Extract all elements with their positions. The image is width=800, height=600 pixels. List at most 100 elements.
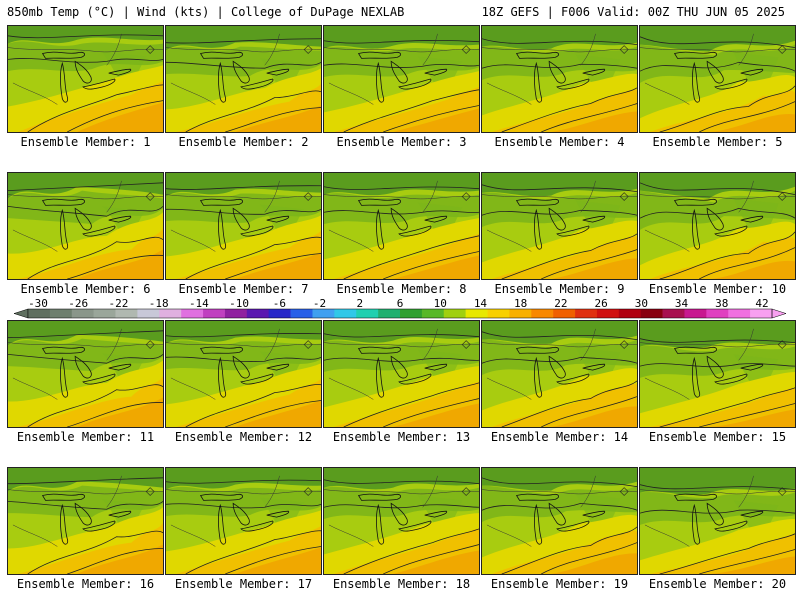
ensemble-member-label: Ensemble Member: 12: [174, 430, 313, 444]
ensemble-member-label: Ensemble Member: 14: [490, 430, 629, 444]
ensemble-member-label: Ensemble Member: 13: [332, 430, 471, 444]
ensemble-member-label: Ensemble Member: 5: [652, 135, 783, 149]
colorbar-segment: [509, 309, 532, 318]
map-field: [482, 173, 637, 279]
header-left-title: 850mb Temp (°C) | Wind (kts) | College o…: [7, 5, 405, 19]
colorbar-segment: [662, 309, 685, 318]
map-field: [324, 321, 479, 427]
colorbar-segment: [49, 309, 73, 318]
ensemble-map-panel: [7, 172, 164, 280]
ensemble-member-label: Ensemble Member: 17: [174, 577, 313, 591]
map-field: [166, 26, 321, 132]
colorbar-tick-label: 18: [514, 297, 527, 310]
colorbar-segment: [115, 309, 138, 318]
ensemble-map-panel: [639, 467, 796, 575]
map-field: [482, 468, 637, 574]
colorbar-tick-label: 14: [474, 297, 488, 310]
ensemble-member-label: Ensemble Member: 19: [490, 577, 629, 591]
map-field: [166, 321, 321, 427]
colorbar-tick-label: 34: [675, 297, 689, 310]
map-field: [640, 321, 795, 427]
colorbar-segment: [443, 309, 466, 318]
colorbar-tick-label: -22: [109, 297, 129, 310]
map-field: [482, 26, 637, 132]
map-field: [324, 468, 479, 574]
temperature-colorbar: -30 -26 -22 -18 -14 -10 -6 -2 2 6 10 14 18 22 26 30 34 38…: [13, 297, 787, 319]
map-field: [8, 173, 163, 279]
colorbar-segment: [378, 309, 401, 318]
map-field: [166, 468, 321, 574]
ensemble-member-label: Ensemble Member: 11: [16, 430, 155, 444]
colorbar-tick-label: 42: [755, 297, 768, 310]
colorbar-segment: [400, 309, 423, 318]
ensemble-map-panel: [323, 320, 480, 428]
colorbar-tick-label: -6: [273, 297, 286, 310]
colorbar-segment: [28, 309, 51, 318]
colorbar-tick-label: 2: [356, 297, 363, 310]
colorbar-segment: [224, 309, 248, 318]
colorbar-segment: [334, 309, 357, 318]
ensemble-map-panel: [323, 467, 480, 575]
colorbar-segment: [465, 309, 488, 318]
ensemble-map-panel: [165, 25, 322, 133]
ensemble-member-label: Ensemble Member: 20: [648, 577, 787, 591]
ensemble-map-panel: [165, 467, 322, 575]
colorbar-tick-label: 30: [635, 297, 648, 310]
ensemble-map-panel: [481, 320, 638, 428]
colorbar-segment: [290, 309, 313, 318]
colorbar-segment: [421, 309, 445, 318]
ensemble-map-panel: [323, 25, 480, 133]
colorbar-tick-label: 6: [397, 297, 404, 310]
ensemble-map-panel: [481, 172, 638, 280]
ensemble-member-label: Ensemble Member: 6: [20, 282, 151, 296]
ensemble-map-panel: [165, 320, 322, 428]
map-field: [482, 321, 637, 427]
colorbar-segment: [246, 309, 270, 318]
map-field: [640, 26, 795, 132]
ensemble-map-panel: [639, 172, 796, 280]
map-field: [640, 468, 795, 574]
colorbar-tick-label: -18: [149, 297, 169, 310]
colorbar-tick-label: 22: [554, 297, 567, 310]
map-field: [8, 26, 163, 132]
ensemble-member-label: Ensemble Member: 4: [494, 135, 625, 149]
colorbar-tick-label: 26: [594, 297, 607, 310]
colorbar-tick-label: -26: [68, 297, 88, 310]
colorbar-segment: [706, 309, 729, 318]
colorbar-segment: [575, 309, 598, 318]
ensemble-member-label: Ensemble Member: 2: [178, 135, 309, 149]
ensemble-map-panel: [481, 25, 638, 133]
colorbar-segment: [553, 309, 576, 318]
colorbar-segment: [618, 309, 642, 318]
map-field: [640, 173, 795, 279]
colorbar-segment: [181, 309, 204, 318]
ensemble-map-panel: [7, 467, 164, 575]
map-field: [324, 173, 479, 279]
ensemble-map-panel: [639, 320, 796, 428]
ensemble-member-label: Ensemble Member: 18: [332, 577, 471, 591]
ensemble-map-panel: [7, 25, 164, 133]
colorbar-segment: [159, 309, 182, 318]
colorbar-tick-label: 10: [434, 297, 447, 310]
header-right-title: 18Z GEFS | F006 Valid: 00Z THU JUN 05 20…: [481, 5, 785, 19]
ensemble-member-label: Ensemble Member: 3: [336, 135, 467, 149]
colorbar-segment: [728, 309, 751, 318]
ensemble-map-panel: [639, 25, 796, 133]
ensemble-member-label: Ensemble Member: 9: [494, 282, 625, 296]
colorbar-segment: [487, 309, 510, 318]
ensemble-member-label: Ensemble Member: 1: [20, 135, 151, 149]
colorbar-segment: [750, 309, 773, 318]
colorbar-segment: [203, 309, 226, 318]
colorbar-segment: [640, 309, 663, 318]
colorbar-segment: [71, 309, 94, 318]
map-field: [8, 321, 163, 427]
colorbar-outline: [27, 308, 773, 319]
colorbar-tick-label: 38: [715, 297, 728, 310]
ensemble-map-panel: [7, 320, 164, 428]
colorbar-segment: [137, 309, 160, 318]
colorbar-tick-label: -2: [313, 297, 326, 310]
ensemble-map-panel: [323, 172, 480, 280]
colorbar-segment: [531, 309, 554, 318]
colorbar-tick-label: -14: [189, 297, 209, 310]
colorbar-segment: [268, 309, 291, 318]
